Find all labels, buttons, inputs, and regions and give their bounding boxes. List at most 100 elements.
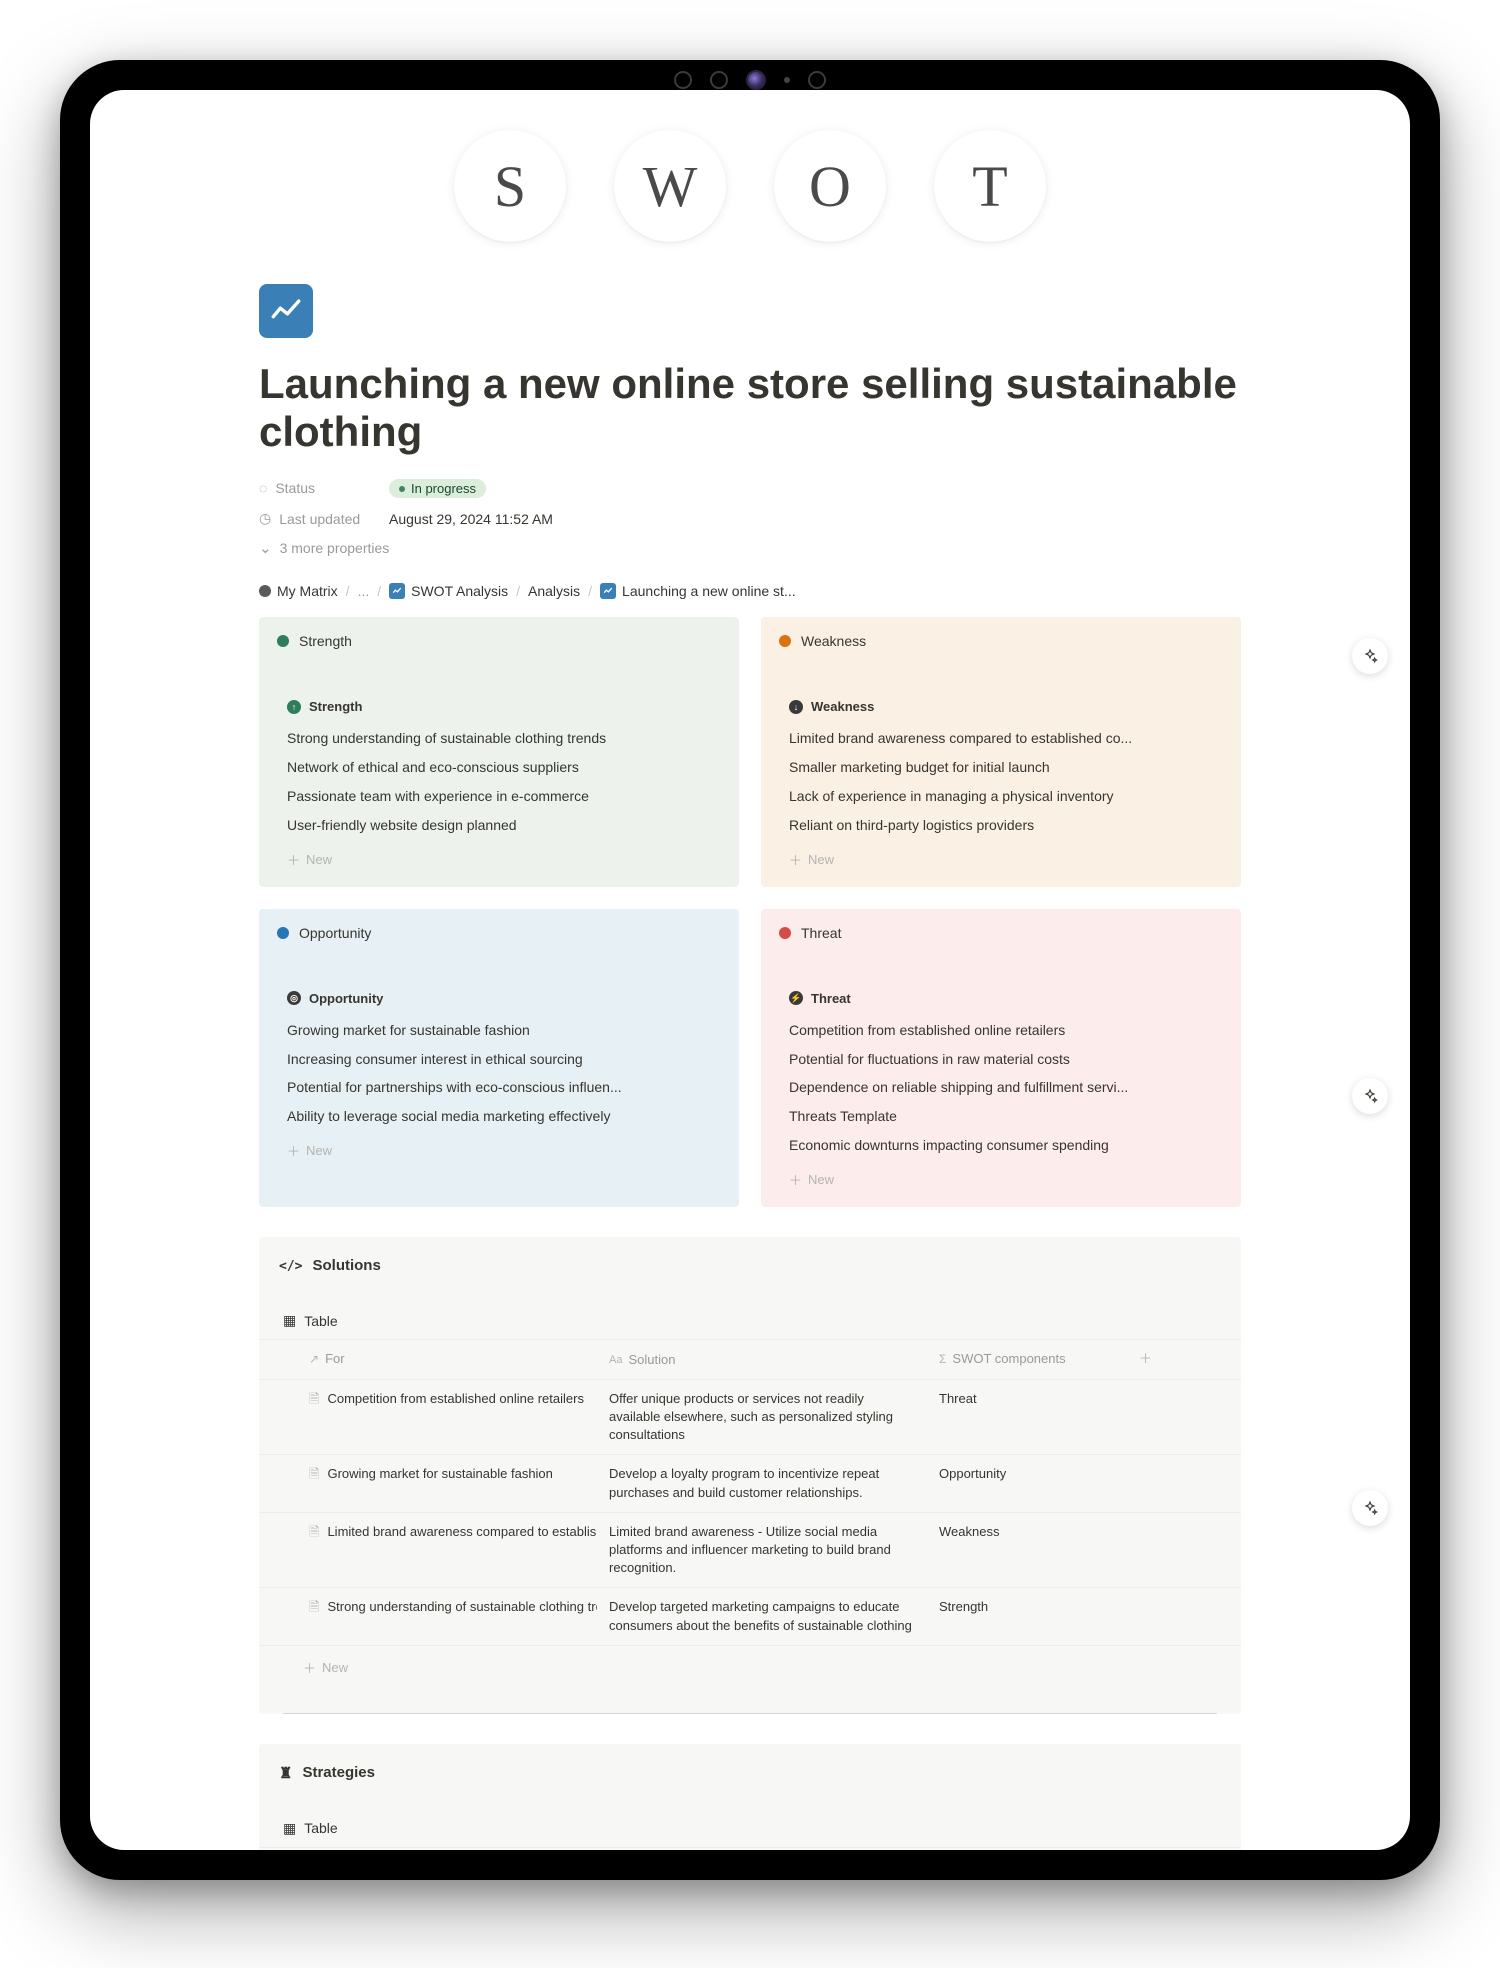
swot-cell-strength: Strength ↑ Strength Strong understanding… — [259, 617, 739, 887]
swot-item[interactable]: Threats Template — [789, 1102, 1213, 1131]
swot-badge-s: S — [454, 130, 566, 242]
swot-cell-opportunity: Opportunity ◎ Opportunity Growing market… — [259, 909, 739, 1207]
solution-text: Offer unique products or services not re… — [597, 1380, 927, 1455]
swot-cell-head[interactable]: Weakness — [761, 617, 1241, 663]
doc-icon — [309, 1598, 319, 1613]
solution-for: Competition from established online reta… — [327, 1390, 584, 1408]
ai-assist-fab[interactable] — [1352, 1078, 1388, 1114]
color-dot — [277, 927, 289, 939]
swot-cell-head[interactable]: Strength — [259, 617, 739, 663]
last-updated-value: August 29, 2024 11:52 AM — [389, 511, 553, 527]
doc-icon — [309, 1465, 319, 1480]
rook-icon — [279, 1764, 292, 1782]
swot-new-item[interactable]: New — [789, 840, 1213, 869]
sigma-icon — [939, 1351, 946, 1368]
solutions-table-header: For Solution SWOT components ＋ — [259, 1339, 1241, 1379]
breadcrumbs: My Matrix / ... / SWOT Analysis / Analys… — [259, 583, 1241, 599]
swot-new-item[interactable]: New — [287, 840, 711, 869]
swot-item[interactable]: Reliant on third-party logistics provide… — [789, 811, 1213, 840]
ai-assist-fab[interactable] — [1352, 1490, 1388, 1526]
swot-new-item[interactable]: New — [789, 1160, 1213, 1189]
swot-cell-head[interactable]: Opportunity — [259, 909, 739, 955]
status-value: In progress — [411, 481, 476, 496]
swot-badge-w: W — [614, 130, 726, 242]
swot-item[interactable]: Economic downturns impacting consumer sp… — [789, 1131, 1213, 1160]
add-column-button[interactable]: ＋ — [1127, 1340, 1155, 1378]
strategies-title: Strategies — [302, 1764, 375, 1781]
swot-item[interactable]: Increasing consumer interest in ethical … — [287, 1045, 711, 1074]
swot-item[interactable]: Passionate team with experience in e-com… — [287, 782, 711, 811]
plus-icon — [789, 1170, 802, 1189]
chart-line-icon — [269, 294, 303, 328]
solutions-title: Solutions — [312, 1257, 380, 1274]
swot-item[interactable]: Ability to leverage social media marketi… — [287, 1102, 711, 1131]
chart-icon — [600, 583, 616, 599]
swot-new-item[interactable]: New — [287, 1131, 711, 1160]
breadcrumb-analysis[interactable]: Analysis — [528, 583, 580, 599]
solutions-row[interactable]: Strong understanding of sustainable clot… — [259, 1587, 1241, 1644]
swot-cell-head[interactable]: Threat — [761, 909, 1241, 955]
swot-subhead[interactable]: ⚡ Threat — [761, 991, 1241, 1016]
status-property-row[interactable]: Status In progress — [259, 479, 1241, 499]
solution-for: Limited brand awareness compared to esta… — [327, 1523, 597, 1541]
swot-item[interactable]: Lack of experience in managing a physica… — [789, 782, 1213, 811]
more-properties-toggle[interactable]: 3 more properties — [259, 539, 1241, 557]
last-updated-label: Last updated — [279, 511, 360, 527]
swot-cell-title: Opportunity — [299, 925, 371, 941]
last-updated-row[interactable]: Last updated August 29, 2024 11:52 AM — [259, 510, 1241, 527]
status-pill-dot — [399, 486, 405, 492]
solutions-table-tab[interactable]: Table — [259, 1312, 1241, 1339]
swot-cell-weakness: Weakness ↓ Weakness Limited brand awaren… — [761, 617, 1241, 887]
plus-icon — [303, 1658, 316, 1677]
swot-cell-title: Weakness — [801, 633, 866, 649]
solutions-row[interactable]: Competition from established online reta… — [259, 1379, 1241, 1455]
chart-icon — [389, 583, 405, 599]
link-icon — [309, 1351, 319, 1368]
chevron-down-icon — [259, 539, 272, 557]
swot-subhead[interactable]: ◎ Opportunity — [259, 991, 739, 1016]
swot-subhead[interactable]: ↑ Strength — [259, 699, 739, 724]
status-icon — [259, 480, 267, 496]
strategies-table-tab[interactable]: Table — [259, 1820, 1241, 1847]
breadcrumb-my-matrix[interactable]: My Matrix — [259, 583, 338, 599]
solution-text: Limited brand awareness - Utilize social… — [597, 1513, 927, 1588]
status-pill[interactable]: In progress — [389, 479, 486, 498]
solution-swot: Opportunity — [927, 1455, 1127, 1493]
swot-subhead-icon: ⚡ — [789, 991, 803, 1005]
more-properties-label: 3 more properties — [280, 540, 390, 556]
ai-assist-fab[interactable] — [1352, 638, 1388, 674]
swot-item[interactable]: Strong understanding of sustainable clot… — [287, 724, 711, 753]
swot-item[interactable]: Potential for partnerships with eco-cons… — [287, 1073, 711, 1102]
swot-item[interactable]: Potential for fluctuations in raw materi… — [789, 1045, 1213, 1074]
swot-item[interactable]: Network of ethical and eco-conscious sup… — [287, 753, 711, 782]
swot-item[interactable]: Growing market for sustainable fashion — [287, 1016, 711, 1045]
breadcrumb-swot-analysis[interactable]: SWOT Analysis — [389, 583, 508, 599]
solutions-row[interactable]: Limited brand awareness compared to esta… — [259, 1512, 1241, 1588]
solutions-new-row[interactable]: New — [259, 1645, 1241, 1693]
solution-text: Develop a loyalty program to incentivize… — [597, 1455, 927, 1511]
camera-icon — [746, 70, 766, 90]
swot-item[interactable]: Smaller marketing budget for initial lau… — [789, 753, 1213, 782]
page-title: Launching a new online store selling sus… — [259, 360, 1241, 457]
swot-item[interactable]: User-friendly website design planned — [287, 811, 711, 840]
swot-badge-t: T — [934, 130, 1046, 242]
swot-item[interactable]: Limited brand awareness compared to esta… — [789, 724, 1213, 753]
solution-swot: Threat — [927, 1380, 1127, 1418]
swot-item[interactable]: Dependence on reliable shipping and fulf… — [789, 1073, 1213, 1102]
plus-icon — [287, 1141, 300, 1160]
breadcrumb-current[interactable]: Launching a new online st... — [600, 583, 796, 599]
swot-subhead-icon: ◎ — [287, 991, 301, 1005]
strategies-edge-col — [1262, 1848, 1286, 1850]
swot-subhead-icon: ↓ — [789, 700, 803, 714]
color-dot — [779, 635, 791, 647]
solutions-row[interactable]: Growing market for sustainable fashion D… — [259, 1454, 1241, 1511]
swot-logo-row: S W O T — [90, 130, 1410, 242]
swot-cell-title: Threat — [801, 925, 841, 941]
page-icon[interactable] — [259, 284, 313, 338]
status-label: Status — [275, 480, 315, 496]
swot-subhead[interactable]: ↓ Weakness — [761, 699, 1241, 724]
breadcrumb-collapsed[interactable]: ... — [358, 583, 370, 599]
swot-cell-title: Strength — [299, 633, 352, 649]
swot-item[interactable]: Competition from established online reta… — [789, 1016, 1213, 1045]
table-icon — [283, 1820, 296, 1837]
